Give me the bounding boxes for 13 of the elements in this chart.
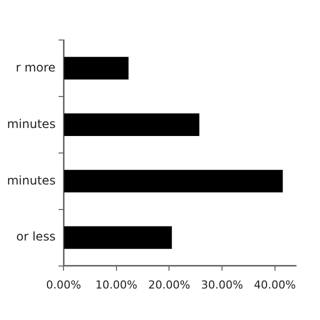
bar: [64, 170, 283, 192]
x-tick-label: 30.00%: [201, 278, 244, 292]
bar: [64, 226, 172, 249]
y-tick-label: r more: [16, 60, 56, 74]
y-tick-label: or less: [16, 230, 56, 244]
bar: [64, 56, 129, 80]
y-tick-label: minutes: [6, 116, 56, 131]
x-tick-label: 10.00%: [95, 278, 138, 292]
y-tick-label: minutes: [6, 173, 56, 188]
x-tick-label: 20.00%: [148, 278, 190, 292]
bar: [64, 113, 200, 136]
x-tick-label: 40.00%: [254, 278, 296, 292]
x-tick-label: 0.00%: [46, 278, 82, 292]
